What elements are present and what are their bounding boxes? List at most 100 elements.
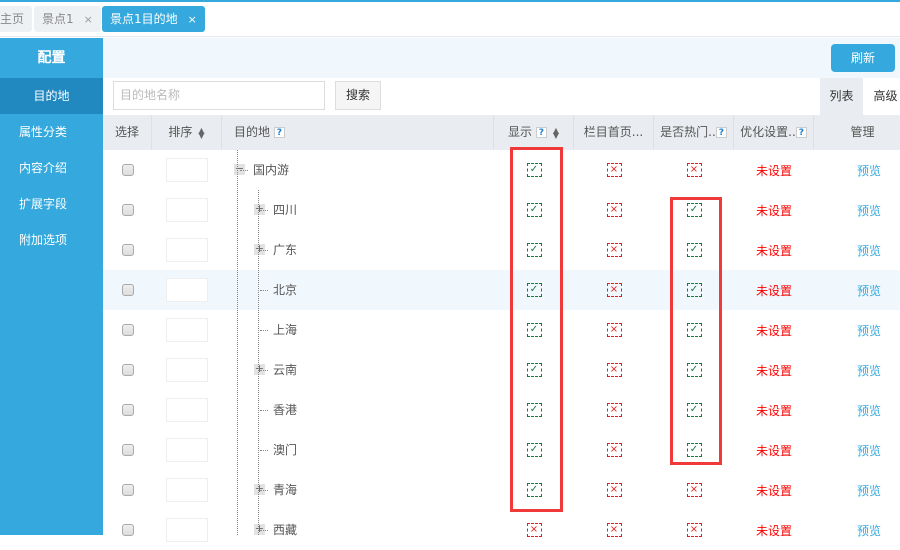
order-input[interactable] [166,198,208,222]
tab-scenic1[interactable]: 景点1 × [34,6,101,32]
sidebar-item-destination[interactable]: 目的地 [0,78,103,114]
preview-link[interactable]: 预览 [856,323,881,338]
row-checkbox[interactable] [121,204,134,216]
seo-status-link[interactable]: 未设置 [755,403,792,418]
refresh-button[interactable]: 刷新 [831,44,895,72]
row-checkbox[interactable] [121,324,134,336]
sort-icon[interactable]: ▲ ▼ [198,125,205,140]
seo-status-link[interactable]: 未设置 [755,523,792,538]
help-icon[interactable]: ? [715,127,727,138]
order-input[interactable] [166,158,208,182]
order-input[interactable] [166,318,208,342]
preview-link[interactable]: 预览 [856,363,881,378]
destination-name[interactable]: 上海 [273,323,298,337]
check-icon[interactable]: ✓ [686,443,702,457]
seo-status-link[interactable]: 未设置 [755,243,792,258]
row-checkbox[interactable] [121,364,134,376]
preview-link[interactable]: 预览 [856,243,881,258]
check-icon[interactable]: ✓ [686,363,702,377]
cross-icon[interactable]: × [606,203,622,217]
col-order[interactable]: 排序 ▲ ▼ [152,115,222,150]
destination-name[interactable]: 广东 [273,243,298,257]
row-checkbox[interactable] [121,524,134,536]
destination-name[interactable]: 北京 [273,283,298,297]
check-icon[interactable]: ✓ [686,283,702,297]
order-input[interactable] [166,278,208,302]
cross-icon[interactable]: × [686,163,702,177]
destination-name[interactable]: 国内游 [253,163,290,177]
check-icon[interactable]: ✓ [526,283,542,297]
help-icon[interactable]: ? [535,127,547,138]
order-input[interactable] [166,518,208,542]
sort-icon[interactable]: ▲ ▼ [552,125,559,140]
check-icon[interactable]: ✓ [526,203,542,217]
seo-status-link[interactable]: 未设置 [755,163,792,178]
order-input[interactable] [166,438,208,462]
cross-icon[interactable]: × [606,363,622,377]
row-checkbox[interactable] [121,444,134,456]
preview-link[interactable]: 预览 [856,523,881,538]
sidebar-item-extend-fields[interactable]: 扩展字段 [19,197,68,211]
check-icon[interactable]: ✓ [526,363,542,377]
sidebar-item-content[interactable]: 内容介绍 [19,161,68,175]
check-icon[interactable]: ✓ [686,203,702,217]
seo-status-link[interactable]: 未设置 [755,483,792,498]
cross-icon[interactable]: × [606,483,622,497]
sidebar-item-extra-options[interactable]: 附加选项 [19,233,68,247]
expand-icon[interactable]: + [254,522,265,535]
col-show[interactable]: 显示 ? ▲ ▼ [494,115,574,150]
preview-link[interactable]: 预览 [856,283,881,298]
tab-home[interactable]: 主页 [0,6,33,32]
seo-status-link[interactable]: 未设置 [755,283,792,298]
tab-advanced-view[interactable]: 高级 [873,89,898,103]
order-input[interactable] [166,478,208,502]
seo-status-link[interactable]: 未设置 [755,323,792,338]
check-icon[interactable]: ✓ [526,403,542,417]
cross-icon[interactable]: × [606,403,622,417]
check-icon[interactable]: ✓ [526,443,542,457]
tab-scenic1-destination[interactable]: 景点1目的地 × [102,6,205,32]
close-icon[interactable]: × [187,13,197,26]
check-icon[interactable]: ✓ [526,483,542,497]
order-input[interactable] [166,398,208,422]
check-icon[interactable]: ✓ [686,403,702,417]
cross-icon[interactable]: × [606,323,622,337]
row-checkbox[interactable] [121,164,134,176]
expand-icon[interactable]: + [254,482,265,495]
search-button[interactable]: 搜索 [335,81,381,110]
help-icon[interactable]: ? [795,127,807,138]
destination-name[interactable]: 澳门 [273,443,298,457]
check-icon[interactable]: ✓ [686,243,702,257]
preview-link[interactable]: 预览 [856,443,881,458]
cross-icon[interactable]: × [606,283,622,297]
destination-name[interactable]: 云南 [273,363,298,377]
row-checkbox[interactable] [121,404,134,416]
preview-link[interactable]: 预览 [856,163,881,178]
check-icon[interactable]: ✓ [526,243,542,257]
close-icon[interactable]: × [83,13,93,26]
check-icon[interactable]: ✓ [526,163,542,177]
destination-name[interactable]: 四川 [273,203,298,217]
row-checkbox[interactable] [121,284,134,296]
expand-icon[interactable]: + [254,242,265,255]
seo-status-link[interactable]: 未设置 [755,203,792,218]
cross-icon[interactable]: × [606,163,622,177]
collapse-icon[interactable]: − [234,162,245,175]
cross-icon[interactable]: × [606,243,622,257]
preview-link[interactable]: 预览 [856,403,881,418]
row-checkbox[interactable] [121,244,134,256]
destination-name[interactable]: 西藏 [273,523,298,537]
order-input[interactable] [166,238,208,262]
cross-icon[interactable]: × [606,443,622,457]
check-icon[interactable]: ✓ [526,323,542,337]
destination-name[interactable]: 香港 [273,403,298,417]
preview-link[interactable]: 预览 [856,483,881,498]
sidebar-item-attributes[interactable]: 属性分类 [19,125,68,139]
cross-icon[interactable]: × [686,483,702,497]
check-icon[interactable]: ✓ [686,323,702,337]
expand-icon[interactable]: + [254,362,265,375]
destination-name[interactable]: 青海 [273,483,298,497]
tab-list-view[interactable]: 列表 [820,78,863,115]
preview-link[interactable]: 预览 [856,203,881,218]
help-icon[interactable]: ? [273,127,285,138]
